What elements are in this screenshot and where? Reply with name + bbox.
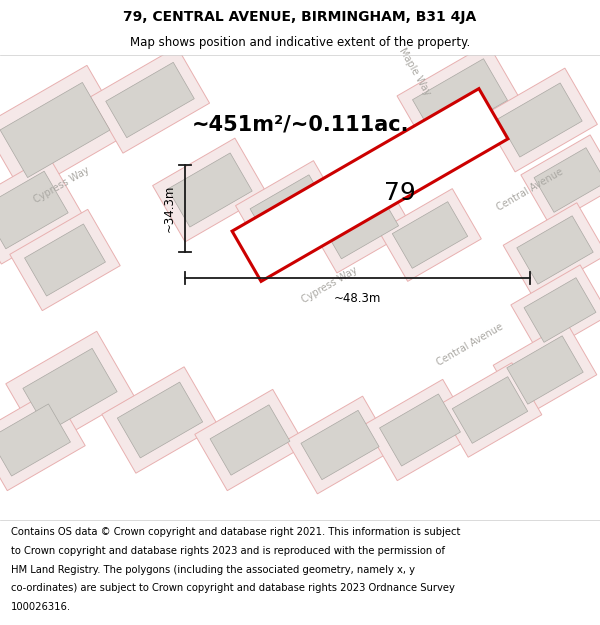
Text: Map shows position and indicative extent of the property.: Map shows position and indicative extent… [130, 36, 470, 49]
Polygon shape [412, 59, 508, 141]
Polygon shape [286, 396, 394, 494]
Polygon shape [0, 404, 70, 476]
Polygon shape [517, 216, 593, 284]
Polygon shape [232, 89, 508, 281]
Polygon shape [345, 0, 455, 552]
Polygon shape [106, 62, 194, 138]
Polygon shape [6, 331, 134, 449]
Polygon shape [493, 322, 597, 418]
Text: to Crown copyright and database rights 2023 and is reproduced with the permissio: to Crown copyright and database rights 2… [11, 546, 445, 556]
Polygon shape [25, 224, 106, 296]
Polygon shape [507, 336, 583, 404]
Text: co-ordinates) are subject to Crown copyright and database rights 2023 Ordnance S: co-ordinates) are subject to Crown copyr… [11, 583, 455, 593]
Polygon shape [511, 265, 600, 355]
Polygon shape [91, 47, 209, 153]
Polygon shape [524, 278, 596, 342]
Text: ~48.3m: ~48.3m [334, 291, 381, 304]
Polygon shape [452, 377, 528, 443]
Polygon shape [380, 394, 460, 466]
Polygon shape [322, 191, 398, 259]
Polygon shape [482, 68, 598, 172]
Polygon shape [0, 98, 600, 482]
Polygon shape [0, 0, 600, 315]
Polygon shape [495, 0, 600, 552]
Polygon shape [521, 135, 600, 225]
Text: Central Avenue: Central Avenue [495, 167, 565, 213]
Polygon shape [392, 202, 468, 268]
Text: 100026316.: 100026316. [11, 602, 71, 612]
Polygon shape [10, 209, 120, 311]
Text: ~34.3m: ~34.3m [163, 185, 176, 232]
Text: ~451m²/~0.111ac.: ~451m²/~0.111ac. [191, 115, 409, 135]
Polygon shape [301, 411, 379, 479]
Text: Cypress Way: Cypress Way [301, 265, 359, 305]
Polygon shape [58, 0, 163, 552]
Polygon shape [307, 177, 413, 273]
Polygon shape [195, 389, 305, 491]
Polygon shape [534, 148, 600, 213]
Polygon shape [438, 362, 542, 458]
Polygon shape [397, 44, 523, 156]
Polygon shape [0, 171, 68, 249]
Text: Central Avenue: Central Avenue [435, 322, 505, 368]
Polygon shape [152, 138, 268, 242]
Polygon shape [0, 389, 85, 491]
Polygon shape [236, 161, 344, 259]
Polygon shape [0, 66, 127, 194]
Polygon shape [379, 189, 481, 281]
Polygon shape [365, 379, 475, 481]
Polygon shape [210, 405, 290, 475]
Polygon shape [0, 156, 83, 264]
Text: Contains OS data © Crown copyright and database right 2021. This information is : Contains OS data © Crown copyright and d… [11, 528, 460, 538]
Polygon shape [102, 367, 218, 473]
Polygon shape [168, 153, 252, 227]
Polygon shape [23, 348, 117, 432]
Text: 79, CENTRAL AVENUE, BIRMINGHAM, B31 4JA: 79, CENTRAL AVENUE, BIRMINGHAM, B31 4JA [124, 9, 476, 24]
Text: HM Land Registry. The polygons (including the associated geometry, namely x, y: HM Land Registry. The polygons (includin… [11, 565, 415, 575]
Polygon shape [118, 382, 203, 458]
Polygon shape [250, 175, 330, 245]
Text: Cypress Way: Cypress Way [32, 165, 92, 205]
Polygon shape [498, 83, 582, 157]
Polygon shape [503, 202, 600, 298]
Text: Maple Way: Maple Way [397, 46, 433, 98]
Polygon shape [0, 82, 110, 178]
Text: 79: 79 [384, 181, 416, 205]
